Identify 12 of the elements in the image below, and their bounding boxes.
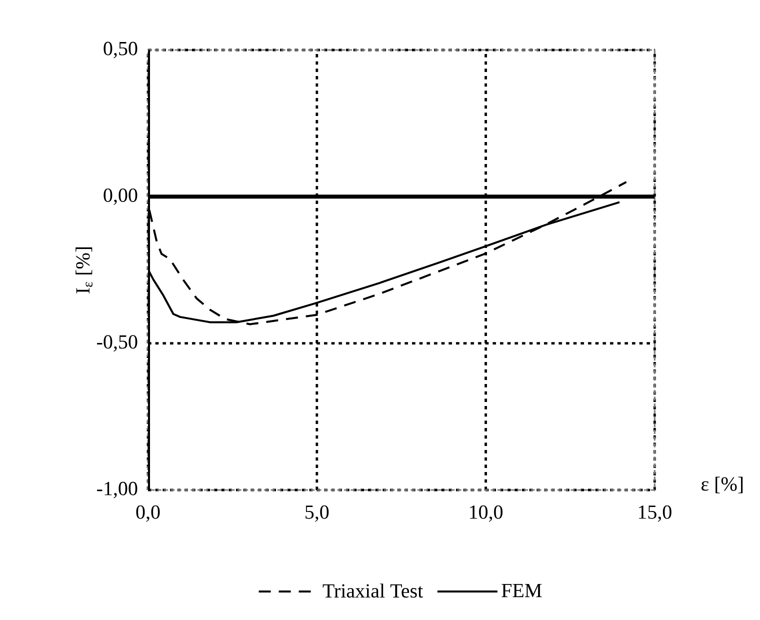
y-tick-label: -0,50 [97, 335, 138, 352]
y-tick-label: -1,00 [97, 482, 138, 498]
y-axis-title: I$_{ε}$ [%] [76, 247, 92, 294]
y-tick-label: 0,50 [104, 42, 138, 58]
x-axis-title: ε [%] [701, 476, 743, 494]
x-tick-label: 0,0 [136, 505, 160, 522]
y-tick-label: 0,00 [104, 188, 138, 205]
x-tick-label: 10,0 [470, 505, 503, 522]
legend-label: Triaxial Test [322, 584, 424, 598]
x-tick-label: 15,0 [638, 505, 672, 522]
legend-label: FEM [502, 584, 542, 598]
x-tick-label: 5,0 [306, 505, 329, 522]
